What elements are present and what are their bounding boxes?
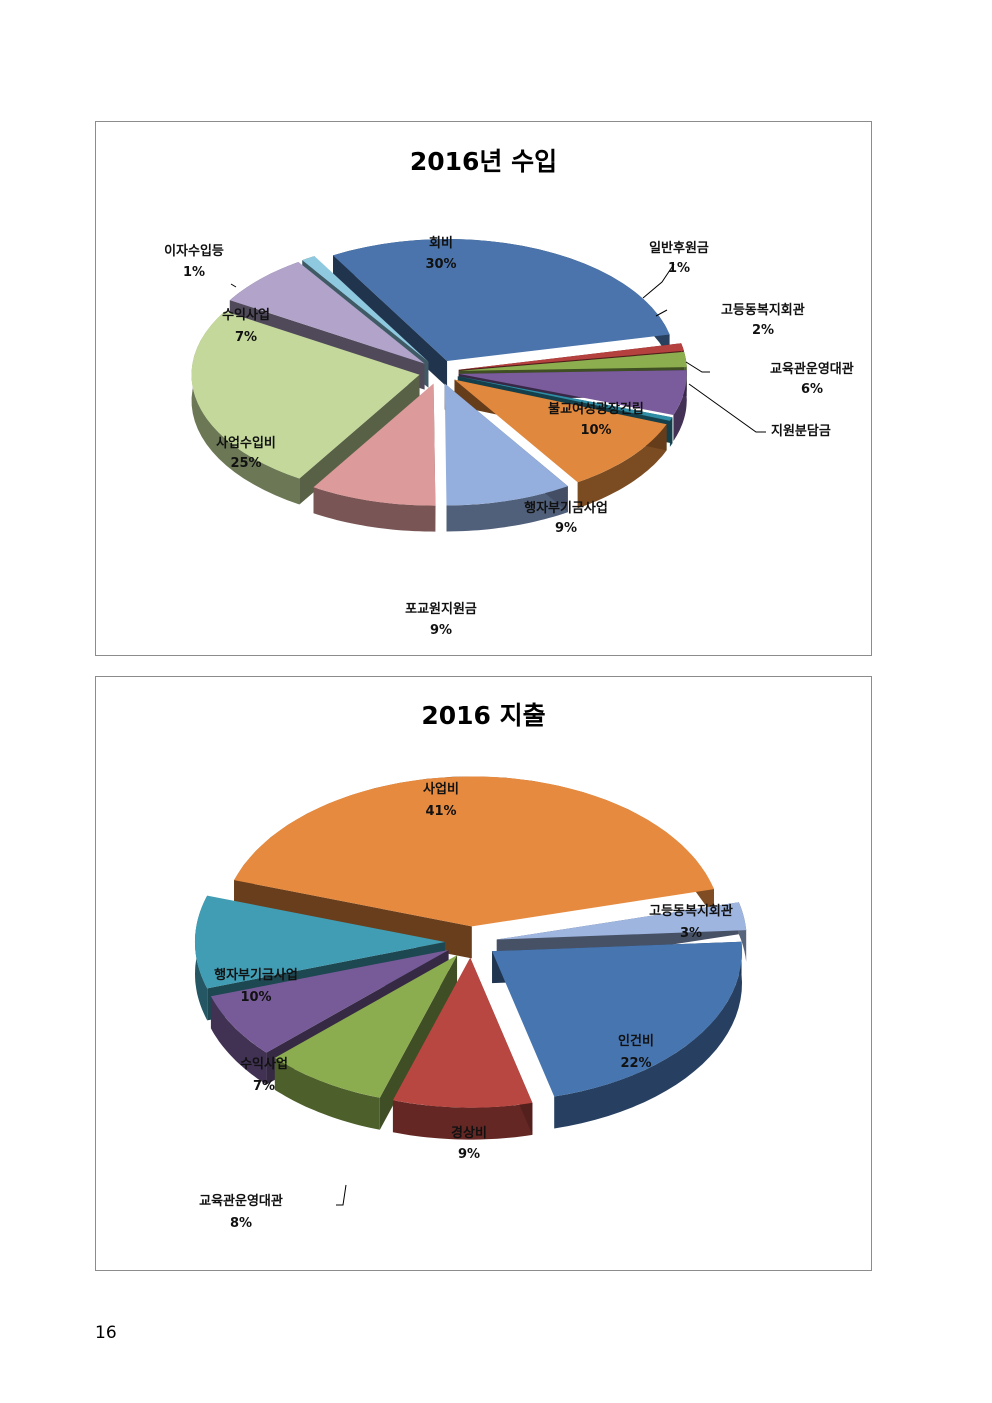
slice-9-pct-label: 7%	[235, 330, 257, 345]
slice-9-name-label: 수익사업	[222, 307, 270, 323]
slice-8-top	[191, 311, 420, 479]
slice-4-leader-line	[336, 1184, 347, 1206]
slice-5-name-label: 불교여성광장건립	[548, 401, 644, 417]
slice-1-top	[458, 343, 684, 370]
slice-0-top	[333, 239, 670, 362]
pie-tops	[191, 239, 687, 506]
slice-8-pct-label: 25%	[230, 456, 261, 471]
income-pie: 회비 30% 일반후원금 1% 고등동복지회관 2% 교육관운영대관 6% 지원분담금 불교여성광…	[164, 235, 854, 638]
slice-5-pct-label: 10%	[580, 423, 611, 438]
slice-4-top	[274, 955, 458, 1098]
slice-0-pct-label: 30%	[425, 257, 456, 272]
slice-10-name-label: 이자수입등	[164, 243, 224, 259]
slice-1-leader-line	[642, 263, 675, 299]
expense-chart: 2016 지출 사업비 41% 고등동복지회관 3% 인건비 22% 경상비 9% 교육관운영대…	[95, 676, 872, 1271]
slice-6-top	[194, 895, 445, 989]
slice-2-top	[492, 941, 742, 1097]
slice-10-leader-line	[230, 283, 237, 288]
slice-5-name-label: 수익사업	[240, 1056, 288, 1072]
income-chart: 2016년 수입 회비 30% 일반후원금 1% 고등동복지회관 2% 교육관운영대관 6% 지…	[95, 121, 872, 656]
slice-6-top	[444, 383, 568, 506]
slice-2-pct-label: 2%	[752, 323, 774, 338]
slice-1-top	[496, 902, 747, 940]
slice-8-side	[191, 311, 300, 505]
income-chart-title: 2016년 수입	[409, 147, 558, 176]
slice-6-pct-label: 10%	[240, 990, 271, 1005]
slice-6-pct-label: 9%	[555, 521, 577, 536]
slice-0-name-label: 사업비	[423, 781, 459, 797]
slice-8-name-label: 사업수입비	[216, 435, 276, 451]
slice-2-top	[458, 351, 687, 371]
pie-labels: 회비 30% 일반후원금 1% 고등동복지회관 2% 교육관운영대관 6% 지원분담금 불교여성광…	[164, 235, 854, 638]
slice-5-top	[210, 949, 449, 1053]
slice-1-name-label: 고등동복지회관	[649, 903, 733, 919]
slice-3-pct-label: 6%	[801, 382, 823, 397]
slice-3-top	[458, 370, 687, 415]
slice-6-name-label: 행자부기금사업	[524, 500, 608, 516]
slice-4-top	[457, 376, 673, 421]
slice-0-pct-label: 41%	[425, 804, 456, 819]
slice-3-leader-line	[685, 361, 710, 373]
slice-0-top	[234, 776, 714, 927]
slice-4-pct-label: 8%	[230, 1216, 252, 1231]
slice-3-side	[673, 370, 687, 441]
slice-7-pct-label: 9%	[430, 623, 452, 638]
slice-6-name-label: 행자부기금사업	[214, 967, 298, 983]
slice-3-name-label: 경상비	[451, 1125, 487, 1141]
slice-10-top	[302, 256, 429, 362]
slice-2-name-label: 고등동복지회관	[721, 302, 805, 318]
slice-9-top	[229, 262, 425, 364]
slice-0-name-label: 회비	[429, 235, 453, 251]
slice-4-name-label: 교육관운영대관	[199, 1193, 283, 1209]
slice-4-leader-line	[688, 383, 766, 433]
slice-7-name-label: 포교원지원금	[405, 602, 477, 617]
slice-5-side	[577, 424, 667, 509]
page-number: 16	[95, 1323, 117, 1343]
slice-4-side	[274, 1057, 380, 1130]
slice-3-name-label: 교육관운영대관	[770, 361, 854, 377]
slice-2-leader-line	[655, 309, 668, 317]
slice-10-pct-label: 1%	[183, 265, 205, 280]
expense-chart-title: 2016 지출	[421, 701, 546, 730]
expense-pie: 사업비 41% 고등동복지회관 3% 인건비 22% 경상비 9% 교육관운영대관 8% 수익사업 7…	[194, 776, 747, 1231]
slice-7-top	[313, 383, 436, 506]
slice-1-pct-label: 3%	[680, 926, 702, 941]
slice-2-pct-label: 22%	[620, 1056, 651, 1071]
pie-tops	[194, 776, 747, 1108]
slice-5-top	[454, 379, 667, 483]
slice-2-side	[554, 941, 742, 1129]
slice-5-pct-label: 7%	[253, 1079, 275, 1094]
slice-2-name-label: 인건비	[618, 1033, 654, 1049]
pie-labels: 사업비 41% 고등동복지회관 3% 인건비 22% 경상비 9% 교육관운영대관 8% 수익사업 7…	[199, 781, 733, 1231]
slice-4-wall	[379, 955, 458, 1130]
slice-3-side	[392, 1100, 533, 1140]
slice-1-name-label: 일반후원금	[649, 240, 709, 256]
slice-5-side	[210, 996, 267, 1085]
slice-4-name-label: 지원분담금	[771, 424, 831, 439]
slice-8-wall	[299, 374, 420, 505]
slice-7-side	[313, 487, 436, 532]
slice-6-side	[446, 486, 568, 532]
slice-3-top	[392, 957, 533, 1108]
slice-3-pct-label: 9%	[458, 1147, 480, 1162]
